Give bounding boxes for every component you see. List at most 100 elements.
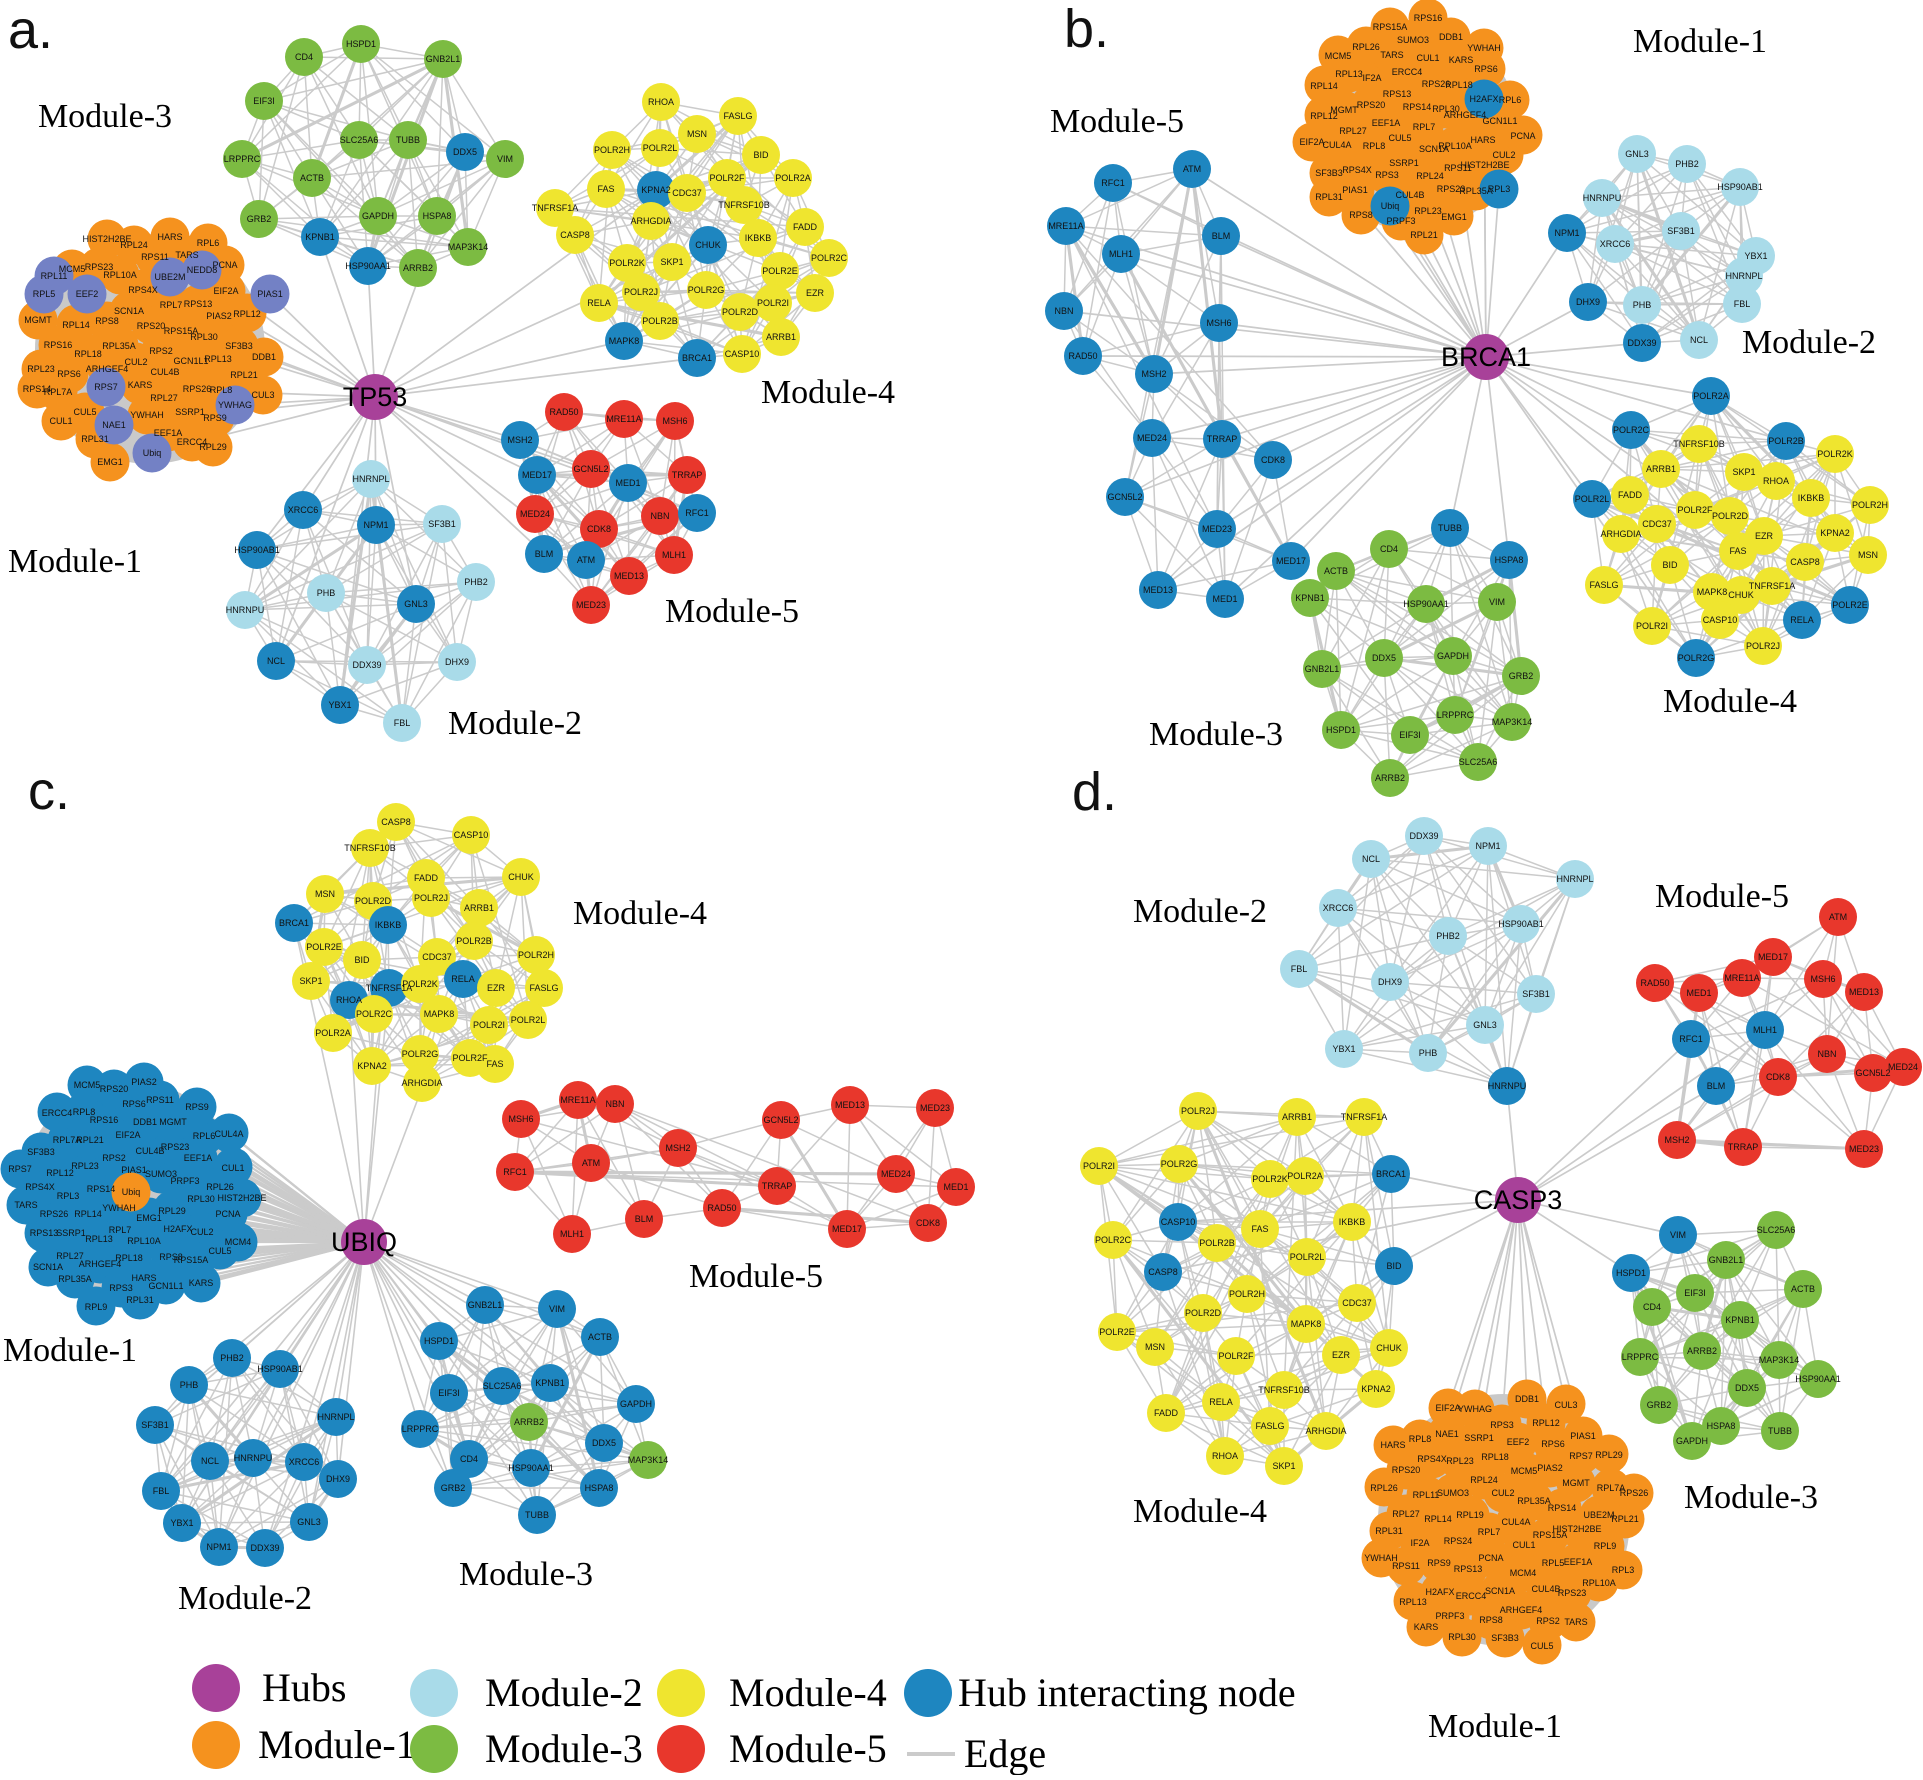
svg-text:RPS9: RPS9	[185, 1102, 209, 1112]
svg-text:POLR2H: POLR2H	[1229, 1289, 1265, 1299]
svg-text:TNFRSF10B: TNFRSF10B	[1673, 439, 1725, 449]
svg-text:CUL5: CUL5	[73, 407, 96, 417]
svg-text:RPL30: RPL30	[1432, 104, 1460, 114]
svg-text:EZR: EZR	[806, 288, 825, 298]
svg-text:NAE1: NAE1	[1435, 1429, 1459, 1439]
svg-text:IF2A: IF2A	[1410, 1538, 1429, 1548]
svg-text:TRRAP: TRRAP	[762, 1181, 793, 1191]
svg-text:RPL11: RPL11	[41, 271, 68, 281]
svg-text:RPS26: RPS26	[40, 1209, 69, 1219]
svg-text:MSH6: MSH6	[508, 1114, 533, 1124]
svg-text:LRPPRC: LRPPRC	[1622, 1352, 1659, 1362]
svg-text:TARS: TARS	[1380, 50, 1403, 60]
svg-text:RPS2: RPS2	[102, 1153, 126, 1163]
svg-text:CDC37: CDC37	[1642, 519, 1672, 529]
svg-text:SUMO3: SUMO3	[1437, 1488, 1469, 1498]
svg-text:YWHAH: YWHAH	[1364, 1553, 1398, 1563]
svg-text:EIF3I: EIF3I	[253, 96, 275, 106]
svg-text:SKP1: SKP1	[299, 976, 322, 986]
svg-text:HIST2H2BE: HIST2H2BE	[217, 1193, 266, 1203]
svg-text:RPS15A: RPS15A	[174, 1255, 209, 1265]
svg-text:GNB2L1: GNB2L1	[468, 1300, 503, 1310]
svg-text:MLH1: MLH1	[1753, 1025, 1777, 1035]
svg-text:SSRP1: SSRP1	[1464, 1433, 1494, 1443]
svg-text:Module-3: Module-3	[1149, 716, 1283, 753]
svg-text:EEF2: EEF2	[1507, 1437, 1530, 1447]
svg-text:RPL30: RPL30	[190, 332, 218, 342]
svg-text:RPL31: RPL31	[1315, 192, 1343, 202]
svg-text:EEF1A: EEF1A	[154, 428, 183, 438]
svg-text:SCN1A: SCN1A	[33, 1262, 63, 1272]
svg-text:RPS14: RPS14	[1403, 102, 1432, 112]
svg-text:TNFRSF10B: TNFRSF10B	[344, 843, 396, 853]
svg-text:MCM5: MCM5	[1325, 51, 1352, 61]
svg-text:POLR2H: POLR2H	[1852, 500, 1888, 510]
svg-text:RPL24: RPL24	[1416, 171, 1444, 181]
svg-text:RPL21: RPL21	[1611, 1514, 1639, 1524]
svg-text:TNFRSF1A: TNFRSF1A	[1749, 581, 1796, 591]
svg-text:CASP8: CASP8	[1148, 1267, 1178, 1277]
svg-text:MSH2: MSH2	[1141, 369, 1166, 379]
svg-text:Module-2: Module-2	[448, 705, 582, 742]
svg-text:Ubiq: Ubiq	[122, 1187, 141, 1197]
svg-text:RPS7: RPS7	[8, 1164, 32, 1174]
svg-text:RPS6: RPS6	[1541, 1439, 1565, 1449]
svg-text:MLH1: MLH1	[662, 550, 686, 560]
svg-text:GNB2L1: GNB2L1	[426, 54, 461, 64]
svg-text:NBN: NBN	[1817, 1049, 1836, 1059]
svg-text:CUL1: CUL1	[221, 1163, 244, 1173]
svg-text:BLM: BLM	[535, 549, 554, 559]
svg-text:PHB: PHB	[1419, 1048, 1438, 1058]
svg-text:HSPA8: HSPA8	[423, 211, 452, 221]
svg-text:PRPF3: PRPF3	[1386, 216, 1415, 226]
svg-text:YBX1: YBX1	[1332, 1044, 1355, 1054]
svg-text:TNFRSF1A: TNFRSF1A	[366, 983, 413, 993]
svg-text:CUL4B: CUL4B	[1531, 1584, 1560, 1594]
svg-text:MSH2: MSH2	[1664, 1135, 1689, 1145]
svg-text:RPL23: RPL23	[27, 364, 55, 374]
svg-text:YBX1: YBX1	[170, 1518, 193, 1528]
svg-text:FAS: FAS	[1251, 1224, 1268, 1234]
svg-text:RPL6: RPL6	[193, 1131, 216, 1141]
svg-text:KPNA2: KPNA2	[641, 185, 671, 195]
svg-text:TRRAP: TRRAP	[672, 470, 703, 480]
svg-text:GNL3: GNL3	[404, 599, 428, 609]
svg-text:CASP8: CASP8	[381, 817, 411, 827]
svg-text:PIAS1: PIAS1	[257, 289, 283, 299]
svg-text:CD4: CD4	[295, 52, 313, 62]
svg-text:TNFRSF10B: TNFRSF10B	[1258, 1385, 1310, 1395]
svg-text:CASP3: CASP3	[1474, 1185, 1563, 1215]
svg-text:XRCC6: XRCC6	[1323, 903, 1354, 913]
svg-text:CUL5: CUL5	[1530, 1641, 1553, 1651]
svg-text:RPL10A: RPL10A	[1438, 141, 1472, 151]
svg-text:RPS11: RPS11	[146, 1095, 174, 1105]
svg-text:HIST2H2BE: HIST2H2BE	[82, 234, 131, 244]
svg-text:MED1: MED1	[615, 478, 640, 488]
svg-text:UBE2M: UBE2M	[154, 272, 185, 282]
svg-text:TNFRSF1A: TNFRSF1A	[1341, 1112, 1388, 1122]
svg-text:GRB2: GRB2	[1647, 1400, 1672, 1410]
svg-text:ARRB2: ARRB2	[514, 1417, 544, 1427]
svg-text:ARHGEF4: ARHGEF4	[86, 364, 129, 374]
svg-text:EEF2: EEF2	[76, 289, 99, 299]
svg-text:RPL23: RPL23	[1446, 1456, 1474, 1466]
svg-text:Module-2: Module-2	[485, 1670, 643, 1715]
svg-text:MED13: MED13	[614, 571, 644, 581]
svg-text:RPL12: RPL12	[1310, 111, 1338, 121]
svg-text:RPL9: RPL9	[1594, 1541, 1617, 1551]
svg-text:Module-1: Module-1	[3, 1332, 137, 1369]
svg-text:PIAS1: PIAS1	[121, 1165, 147, 1175]
svg-text:Module-3: Module-3	[485, 1726, 643, 1771]
svg-text:ATM: ATM	[1829, 912, 1847, 922]
svg-text:SLC25A6: SLC25A6	[483, 1381, 522, 1391]
svg-text:PHB2: PHB2	[464, 577, 488, 587]
svg-text:NPM1: NPM1	[206, 1542, 231, 1552]
svg-text:POLR2L: POLR2L	[511, 1015, 546, 1025]
svg-text:POLR2A: POLR2A	[775, 173, 811, 183]
svg-text:DDB1: DDB1	[1439, 32, 1463, 42]
svg-text:Module-5: Module-5	[665, 593, 799, 630]
svg-text:FBL: FBL	[1291, 964, 1308, 974]
svg-text:GCN1L1: GCN1L1	[173, 356, 208, 366]
svg-text:KARS: KARS	[189, 1278, 214, 1288]
svg-text:POLR2G: POLR2G	[1161, 1159, 1198, 1169]
